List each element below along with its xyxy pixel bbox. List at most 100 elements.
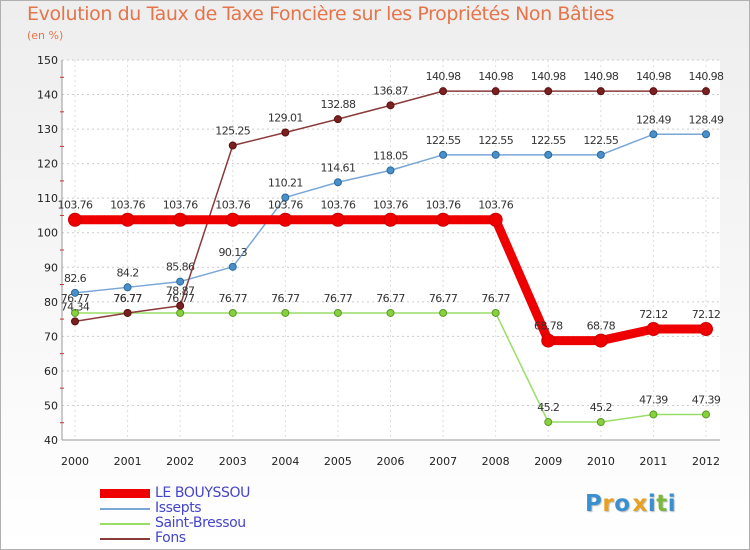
y-tick-label-100: 100: [37, 227, 58, 240]
data-label-saint-bressou: 76.77: [481, 292, 510, 305]
y-tick-label-150: 150: [37, 54, 58, 67]
data-label-le-bouyssou: 103.76: [320, 199, 355, 212]
y-tick-label-70: 70: [44, 330, 58, 343]
legend-swatch-saint-bressou: [100, 523, 150, 525]
data-point-fons: [333, 115, 342, 124]
data-label-saint-bressou: 76.77: [166, 292, 195, 305]
y-tick-label-130: 130: [37, 123, 58, 136]
data-label-issepts: 84.2: [117, 266, 139, 279]
data-point-le-bouyssou: [593, 333, 608, 348]
data-point-issepts: [491, 150, 500, 159]
data-label-le-bouyssou: 68.78: [587, 320, 616, 333]
data-label-le-bouyssou: 103.76: [110, 199, 145, 212]
chart-legend: LE BOUYSSOU Issepts Saint-Bressou Fons: [100, 485, 400, 546]
data-label-saint-bressou: 76.77: [61, 292, 90, 305]
y-tick-label-40: 40: [44, 434, 58, 447]
chart-title: Evolution du Taux de Taxe Foncière sur l…: [27, 3, 615, 25]
data-label-issepts: 128.49: [689, 113, 724, 126]
data-label-saint-bressou: 47.39: [692, 393, 721, 406]
chart-unit-label: (en %): [27, 29, 64, 42]
data-label-issepts: 122.55: [478, 134, 513, 147]
data-point-le-bouyssou: [120, 212, 135, 227]
data-point-le-bouyssou: [225, 212, 240, 227]
legend-item-saint-bressou: Saint-Bressou: [100, 515, 400, 531]
legend-swatch-le-bouyssou: [100, 489, 150, 498]
data-label-fons: 136.87: [373, 84, 408, 97]
data-point-fons: [386, 101, 395, 110]
data-point-le-bouyssou: [488, 212, 503, 227]
data-point-issepts: [71, 288, 79, 297]
data-point-le-bouyssou: [436, 212, 451, 227]
x-tick-label-2006: 2006: [377, 455, 405, 468]
series-fons: 74.3476.7778.87125.25129.01132.88136.871…: [61, 70, 725, 326]
data-point-saint-bressou: [228, 308, 237, 317]
x-tick-label-2005: 2005: [324, 455, 352, 468]
data-point-saint-bressou: [596, 418, 605, 427]
y-tick-label-140: 140: [37, 89, 58, 102]
x-tick-label-2008: 2008: [482, 455, 510, 468]
data-point-issepts: [228, 262, 237, 271]
series-issepts: 82.6 84.2 85.86 90.13 110.21 114.61 118.05 122.…: [64, 113, 725, 297]
data-label-le-bouyssou: 103.76: [373, 199, 408, 212]
data-label-issepts: 114.61: [320, 161, 355, 174]
x-tick-label-2007: 2007: [429, 455, 457, 468]
data-point-fons: [596, 87, 605, 96]
data-label-fons: 140.98: [531, 70, 566, 83]
x-tick-label-2004: 2004: [271, 455, 299, 468]
data-point-le-bouyssou: [330, 212, 345, 227]
legend-label-le-bouyssou: LE BOUYSSOU: [155, 485, 250, 501]
data-point-fons: [544, 87, 553, 96]
data-point-fons: [439, 87, 448, 96]
data-point-saint-bressou: [281, 308, 290, 317]
data-point-le-bouyssou: [699, 322, 713, 337]
data-point-le-bouyssou: [541, 333, 556, 348]
data-point-issepts: [333, 178, 342, 187]
legend-swatch-issepts: [100, 508, 150, 510]
data-point-issepts: [544, 150, 553, 159]
data-point-saint-bressou: [702, 410, 710, 419]
x-tick-label-2011: 2011: [639, 455, 667, 468]
data-label-saint-bressou: 76.77: [113, 292, 142, 305]
data-point-fons: [649, 87, 658, 96]
y-tick-label-80: 80: [44, 296, 58, 309]
data-point-fons: [123, 308, 132, 317]
data-label-le-bouyssou: 103.76: [426, 199, 461, 212]
data-label-fons: 129.01: [268, 112, 303, 125]
x-tick-label-2010: 2010: [587, 455, 615, 468]
data-label-fons: 76.77: [113, 292, 142, 305]
data-point-le-bouyssou: [383, 212, 398, 227]
y-tick-label-110: 110: [37, 192, 58, 205]
data-label-saint-bressou: 76.77: [324, 292, 353, 305]
data-point-saint-bressou: [544, 418, 553, 427]
x-tick-label-2002: 2002: [166, 455, 194, 468]
legend-swatch-fons: [100, 538, 150, 540]
data-label-saint-bressou: 76.77: [376, 292, 405, 305]
data-point-fons: [702, 87, 710, 96]
data-label-fons: 140.98: [478, 70, 513, 83]
logo-letter: r: [602, 491, 615, 517]
logo-letter: i: [667, 491, 677, 517]
x-tick-label-2012: 2012: [692, 455, 720, 468]
data-label-le-bouyssou: 103.76: [215, 199, 250, 212]
legend-label-fons: Fons: [155, 530, 186, 546]
x-tick-label-2003: 2003: [219, 455, 247, 468]
data-label-fons: 140.98: [636, 70, 671, 83]
logo-letter: x: [632, 491, 648, 517]
data-label-issepts: 128.49: [636, 113, 671, 126]
data-point-le-bouyssou: [646, 322, 661, 337]
data-label-saint-bressou: 76.77: [429, 292, 458, 305]
series-le-bouyssou: 103.76 103.76 103.76 103.76 103.76 103.76 103.…: [58, 199, 721, 348]
data-point-saint-bressou: [176, 308, 185, 317]
data-point-fons: [491, 87, 500, 96]
data-label-le-bouyssou: 72.12: [692, 308, 721, 321]
data-label-le-bouyssou: 103.76: [58, 199, 93, 212]
data-point-saint-bressou: [491, 308, 500, 317]
data-label-issepts: 110.21: [268, 176, 303, 189]
data-point-issepts: [281, 193, 290, 202]
data-point-issepts: [702, 130, 710, 139]
y-tick-label-120: 120: [37, 158, 58, 171]
logo-letter: t: [656, 491, 668, 517]
data-label-saint-bressou: 47.39: [639, 393, 668, 406]
x-tick-label-2001: 2001: [114, 455, 142, 468]
